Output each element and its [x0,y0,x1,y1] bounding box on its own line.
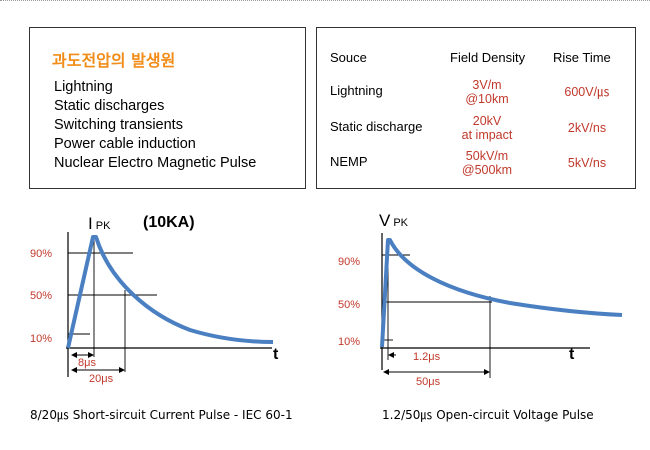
current-time-label: t [273,346,279,363]
row-density: 20kV at impact [461,114,513,142]
source-item: Nuclear Electro Magnetic Pulse [54,155,257,171]
row-density: 3V/m @10km [465,78,509,106]
voltage-pulse-diagram [380,233,623,378]
current-50-label: 50% [30,290,53,302]
current-peak-label: I PK [88,214,111,233]
row-rise-time: 2kV/ns [567,121,607,135]
source-item: Static discharges [54,98,165,114]
row-source: Static discharge [330,119,423,134]
current-90-label: 90% [30,248,53,260]
header-source: Souce [330,50,367,65]
current-decay-label: 20μs [89,373,114,385]
row-density: 50kV/m @500km [461,149,513,177]
voltage-pulse-caption: 1.2/50㎲ Open-circuit Voltage Pulse [382,408,594,422]
voltage-time-label: t [569,346,575,363]
source-item: Switching transients [54,117,183,133]
top-dotted-rule [0,0,650,1]
row-rise-time: 5kV/ns [567,156,607,170]
row-source: Lightning [330,83,383,98]
sources-title: 과도전압의 발생원 [52,51,176,70]
source-item: Power cable induction [54,136,196,152]
voltage-50-label: 50% [338,299,361,311]
voltage-10-label: 10% [338,336,361,348]
current-pulse-curve [66,235,274,349]
field-density-table: Souce Field Density Rise Time Lightning … [316,27,636,189]
voltage-90-label: 90% [338,256,361,268]
header-field-density: Field Density [450,50,526,65]
voltage-decay-label: 50μs [416,376,441,388]
current-pulse-caption: 8/20㎲ Short-sircuit Current Pulse - IEC … [30,408,293,422]
voltage-pulse-curve [380,238,623,348]
source-item: Lightning [54,79,113,95]
current-10-label: 10% [30,333,53,345]
sources-box: 과도전압의 발생원 Lightning Static discharges Sw… [29,27,306,189]
row-source: NEMP [330,154,368,169]
voltage-rise-label: 1.2μs [413,351,441,363]
header-rise-time: Rise Time [553,50,611,65]
voltage-peak-label: V PK [379,211,409,230]
current-peak-value: (10KA) [143,214,195,231]
current-pulse-diagram [66,232,274,377]
row-rise-time: 600V/㎲ [564,85,610,99]
current-rise-label: 8μs [78,357,96,369]
